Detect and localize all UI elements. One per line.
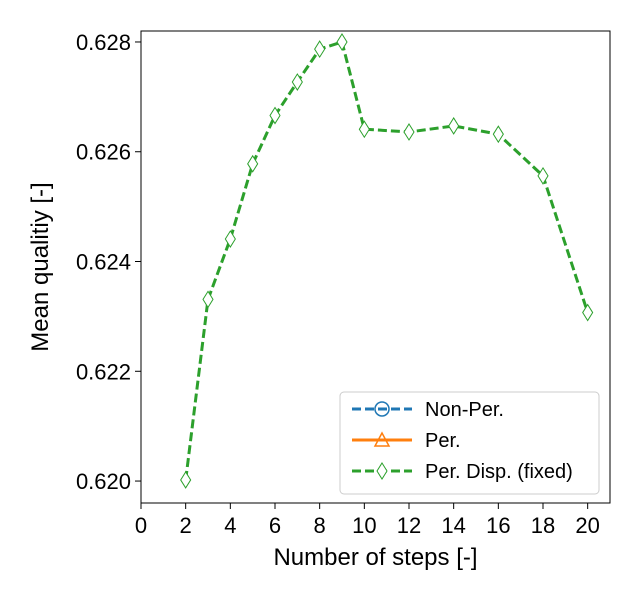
x-axis: 0 2 4 6 8 10 12 14 16 18 20 [135,503,600,538]
legend: Non-Per. Per. Per. Disp. (fixed) [339,391,600,495]
data-point [202,290,214,309]
y-axis-title: Mean qualitiy [-] [27,182,54,351]
y-tick-label: 0.628 [76,30,131,55]
x-tick-label: 12 [397,513,421,538]
legend-label: Per. Disp. (fixed) [425,461,573,483]
legend-marker [374,401,390,417]
x-tick-label: 16 [486,513,510,538]
x-tick-label: 14 [441,513,465,538]
data-point [403,123,415,141]
x-axis-title: Number of steps [-] [273,544,477,571]
legend-marker [376,462,388,480]
x-tick-label: 4 [224,513,236,538]
data-point [247,154,259,173]
data-point [448,117,460,135]
x-tick-label: 18 [531,513,555,538]
legend-box [339,391,600,495]
data-point [492,125,504,144]
data-point [358,120,370,139]
x-tick-label: 10 [352,513,376,538]
x-tick-label: 8 [314,513,326,538]
y-tick-label: 0.626 [76,140,131,165]
data-point [224,230,236,248]
data-point [314,40,326,59]
y-axis: 0.620 0.622 0.624 0.626 0.628 [76,30,141,494]
data-point [269,106,281,125]
data-point [291,73,303,91]
x-tick-label: 6 [269,513,281,538]
y-tick-label: 0.622 [76,359,131,384]
plot-frame [140,30,611,504]
x-tick-label: 0 [135,513,147,538]
legend-label: Per. [425,430,461,452]
y-tick-label: 0.620 [76,469,131,494]
x-tick-label: 20 [575,513,599,538]
x-tick-label: 2 [180,513,192,538]
plot-marks [180,33,594,489]
series-line [184,40,590,481]
data-point [582,303,594,322]
y-tick-label: 0.624 [76,250,131,275]
legend-label: Non-Per. [425,399,504,421]
data-point [537,166,549,185]
data-point [336,33,348,51]
legend-marker [373,431,391,447]
data-point [180,471,192,489]
